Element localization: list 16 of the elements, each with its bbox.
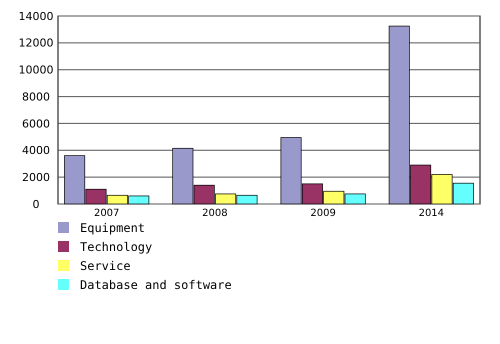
legend-label: Equipment (80, 221, 146, 236)
x-tick-label: 2014 (418, 208, 444, 219)
y-tick-label: 2000 (22, 170, 50, 184)
y-tick-label: 6000 (22, 117, 50, 130)
y-tick-label: 4000 (22, 144, 50, 158)
y-tick-label: 14000 (18, 10, 54, 23)
x-tick-label: 2009 (310, 208, 336, 219)
legend-label: Technology (80, 240, 152, 254)
x-tick-label: 2007 (94, 208, 120, 219)
y-tick-label: 8000 (22, 90, 50, 104)
legend-label: Service (80, 259, 131, 274)
x-tick-label: 2008 (202, 208, 228, 219)
y-tick-label: 0 (32, 198, 40, 211)
legend-label: Database and software (80, 278, 232, 292)
y-tick-label: 12000 (18, 36, 54, 50)
y-tick-label: 10000 (18, 64, 54, 77)
